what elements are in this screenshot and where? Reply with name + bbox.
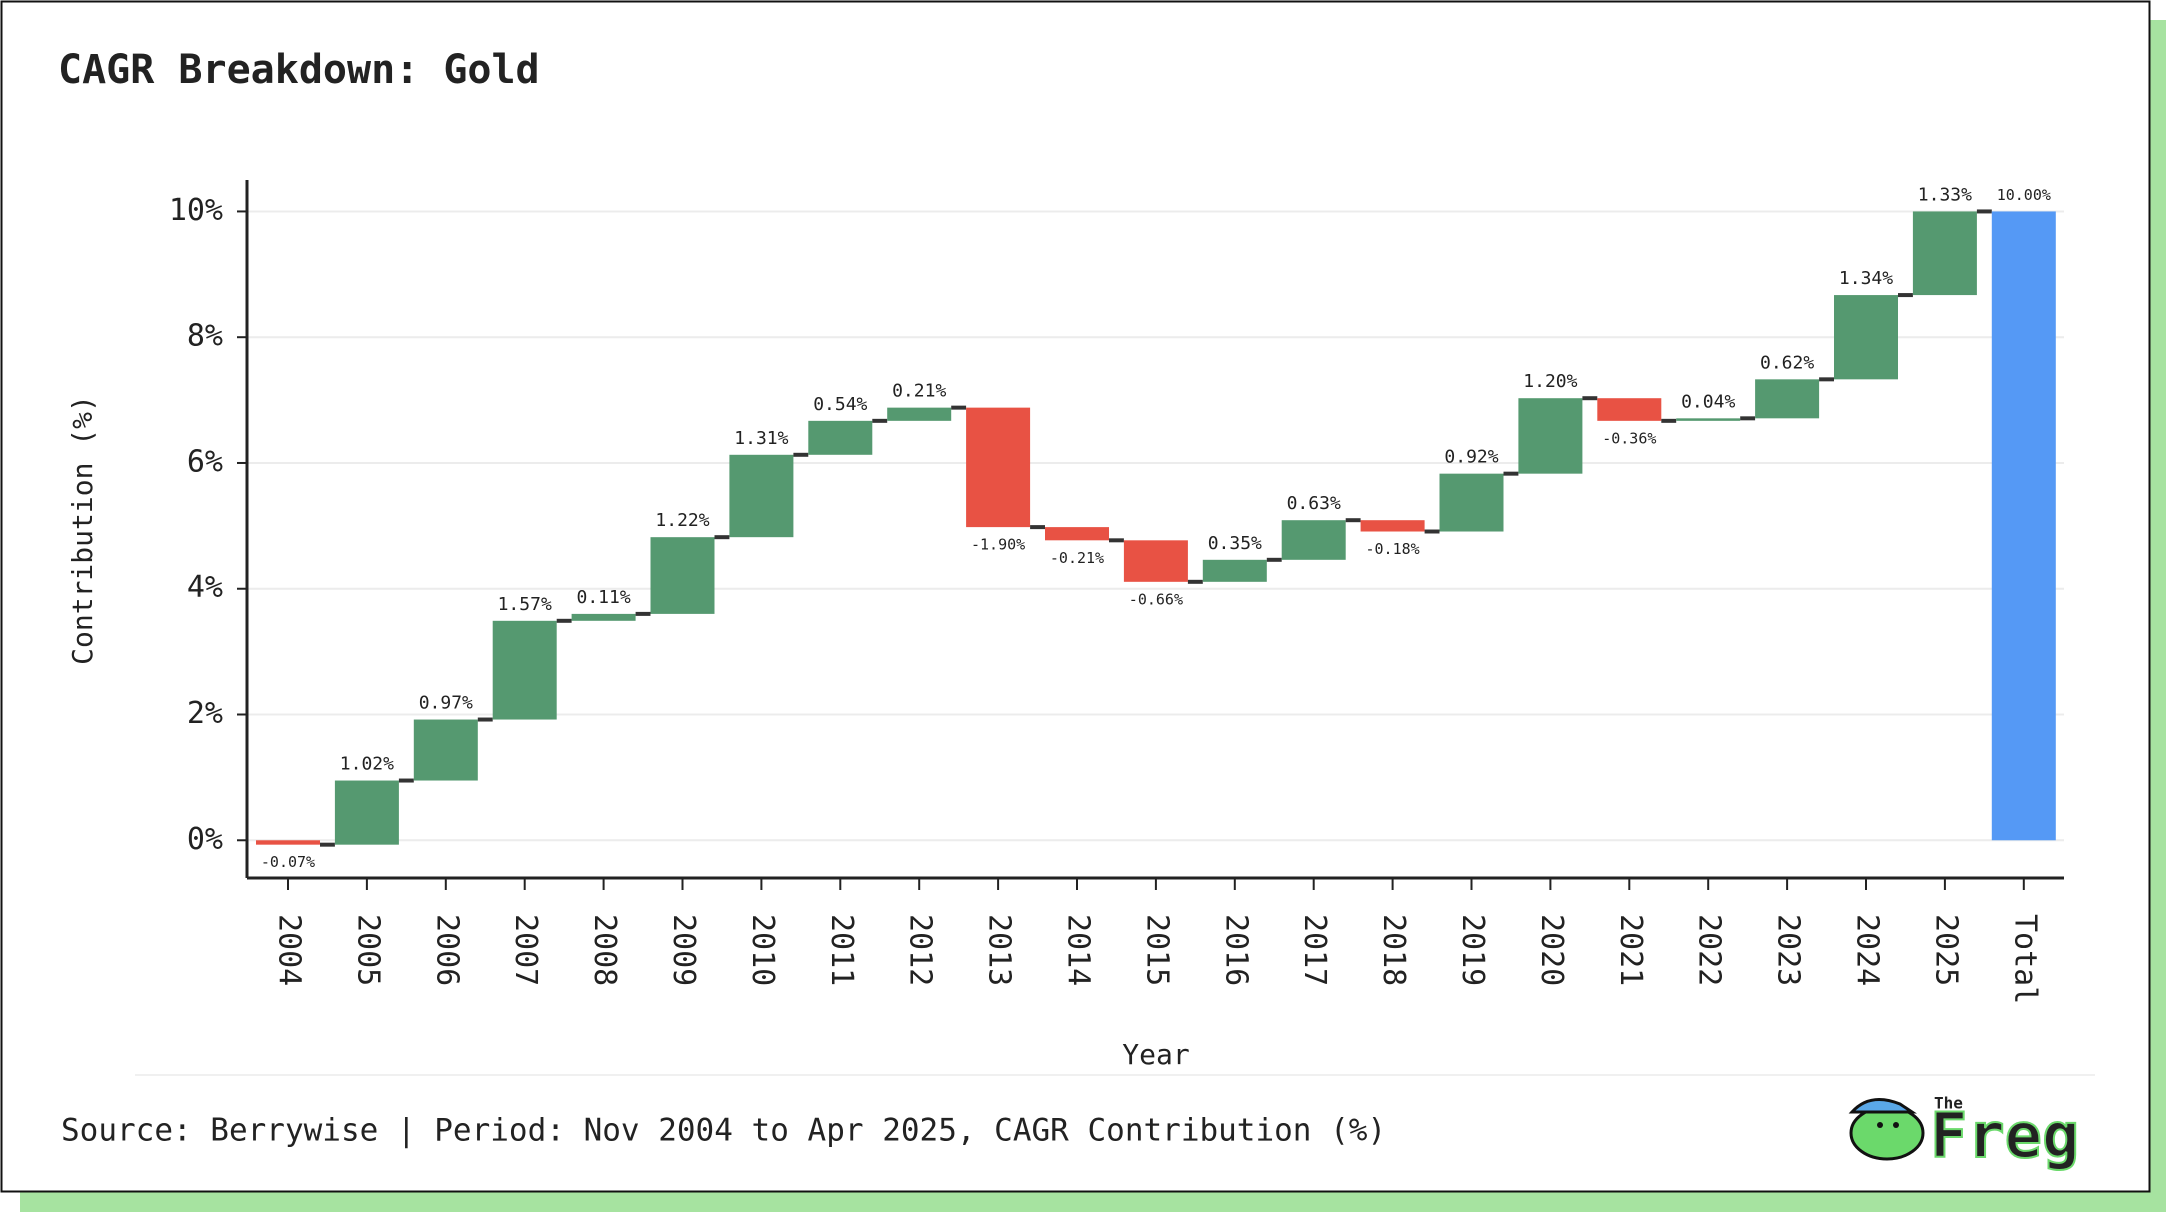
bar <box>1755 379 1820 419</box>
bar <box>1834 295 1898 380</box>
x-tick-label: 2021 <box>1613 914 1648 986</box>
value-label: -0.18% <box>1366 540 1420 558</box>
bar <box>1281 520 1346 560</box>
bar <box>729 454 794 538</box>
value-label: 0.63% <box>1287 493 1341 514</box>
value-label: -0.36% <box>1602 429 1656 447</box>
value-label: 0.97% <box>419 693 473 714</box>
x-tick-label: 2007 <box>508 914 543 986</box>
value-label: 1.34% <box>1839 268 1893 289</box>
value-label: -1.90% <box>971 536 1025 554</box>
bar <box>1045 527 1109 541</box>
x-tick-label: 2012 <box>903 914 938 986</box>
bar <box>1123 540 1188 582</box>
x-tick-label: 2010 <box>745 914 780 986</box>
y-tick-label: 0% <box>187 822 223 857</box>
value-label: -0.66% <box>1129 590 1183 608</box>
bar <box>650 537 715 614</box>
y-tick-label: 2% <box>187 696 223 731</box>
value-label: 0.54% <box>813 394 867 415</box>
value-label: 0.35% <box>1208 533 1262 554</box>
x-tick-label: 2017 <box>1297 914 1332 986</box>
value-label: -0.07% <box>261 853 315 871</box>
value-label: 1.20% <box>1523 371 1577 392</box>
logo-eye <box>1877 1122 1883 1128</box>
bar <box>413 719 478 781</box>
x-tick-label: 2015 <box>1139 914 1174 986</box>
value-label: -0.21% <box>1050 549 1104 567</box>
logo-frog <box>1849 1105 1925 1161</box>
bar <box>492 620 557 720</box>
bar <box>571 613 636 621</box>
y-tick-label: 6% <box>187 444 223 479</box>
x-tick-label: 2019 <box>1455 914 1490 986</box>
x-tick-label: 2006 <box>429 914 464 986</box>
value-label: 1.22% <box>655 510 709 531</box>
x-tick-label: 2016 <box>1218 914 1253 986</box>
bar <box>1360 520 1425 532</box>
y-tick-label: 4% <box>187 570 223 605</box>
value-label: 1.33% <box>1918 184 1972 205</box>
x-tick-label: 2011 <box>824 914 859 986</box>
value-label: 0.04% <box>1681 391 1735 412</box>
x-tick-label: 2014 <box>1061 914 1096 986</box>
value-label: 0.92% <box>1444 447 1498 468</box>
value-label: 10.00% <box>1997 186 2051 204</box>
x-tick-label: 2024 <box>1850 914 1885 986</box>
chart-title: CAGR Breakdown: Gold <box>58 47 540 93</box>
bar <box>966 407 1031 528</box>
x-tick-label: 2018 <box>1376 914 1411 986</box>
logo-text: Freg <box>1930 1099 2079 1172</box>
x-tick-label: Total <box>2007 914 2042 1004</box>
x-tick-label: 2022 <box>1692 914 1727 986</box>
bar <box>1202 559 1267 582</box>
x-tick-label: 2023 <box>1771 914 1806 986</box>
bar <box>1912 211 1977 296</box>
x-tick-label: 2005 <box>350 914 385 986</box>
frame <box>0 0 2151 1193</box>
bar <box>808 420 873 455</box>
value-label: 0.62% <box>1760 352 1814 373</box>
y-tick-label: 8% <box>187 319 223 354</box>
bar <box>1518 398 1583 474</box>
bar <box>1597 398 1662 421</box>
value-label: 0.11% <box>577 587 631 608</box>
bar <box>1676 418 1741 421</box>
bar <box>887 407 952 421</box>
bar <box>256 840 320 845</box>
y-axis-label: Contribution (%) <box>66 395 99 665</box>
x-tick-label: 2004 <box>272 914 307 986</box>
logo-hat <box>1848 1098 1917 1114</box>
bar <box>1991 211 2056 841</box>
value-label: 1.57% <box>498 594 552 615</box>
source-note: Source: Berrywise | Period: Nov 2004 to … <box>61 1113 1386 1149</box>
value-label: 1.31% <box>734 428 788 449</box>
x-axis-label: Year <box>1122 1038 1189 1071</box>
y-tick-label: 10% <box>169 193 223 228</box>
x-tick-label: 2008 <box>587 914 622 986</box>
x-tick-label: 2020 <box>1534 914 1569 986</box>
logo-small-text: The <box>1934 1094 1963 1113</box>
x-tick-label: 2025 <box>1928 914 1963 986</box>
value-label: 1.02% <box>340 754 394 775</box>
x-tick-label: 2013 <box>982 914 1017 986</box>
value-label: 0.21% <box>892 381 946 402</box>
logo-eye <box>1893 1122 1899 1128</box>
x-tick-label: 2009 <box>666 914 701 986</box>
bar <box>1439 473 1504 532</box>
bar <box>334 780 399 845</box>
logo: The Freg <box>1848 1094 2080 1173</box>
